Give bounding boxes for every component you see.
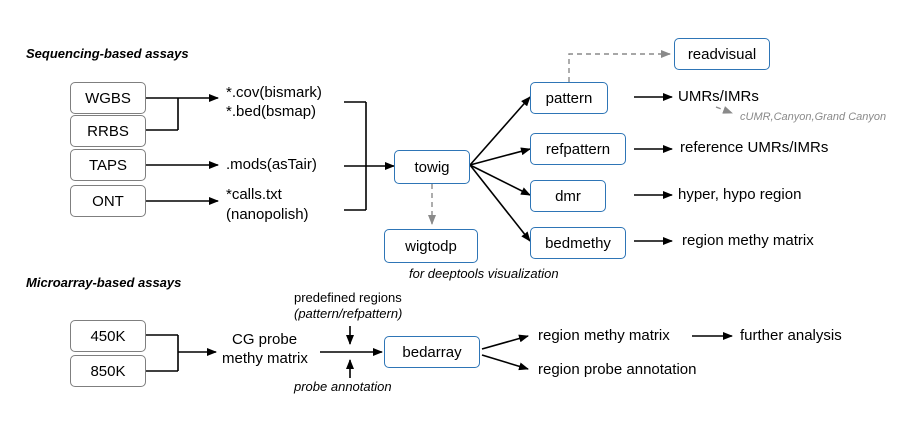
pattern-to-readvisual-dashed-arrow — [568, 50, 671, 82]
region-methy-matrix-output-label: region methy matrix — [682, 232, 814, 249]
cov-format-label: *.cov(bismark) — [226, 84, 322, 101]
towig-to-dmr-arrow — [469, 164, 531, 196]
nanopolish-label: (nanopolish) — [226, 206, 309, 223]
methy-matrix-label: methy matrix — [222, 350, 308, 367]
bed-format-label: *.bed(bsmap) — [226, 103, 317, 120]
sequencing-section-title: Sequencing-based assays — [26, 46, 189, 61]
umrs-to-types-dashed-arrow — [715, 106, 733, 114]
probe-annotation-note: probe annotation — [294, 379, 392, 394]
array-region-methy-matrix-label: region methy matrix — [538, 327, 670, 344]
k850-box: 850K — [70, 355, 146, 387]
dmr-tool-box: dmr — [530, 180, 606, 212]
umrs-output-label: UMRs/IMRs — [678, 88, 759, 105]
predefined-regions-note: predefined regions — [294, 290, 402, 305]
readvisual-tool-box: readvisual — [674, 38, 770, 70]
bedarray-tool-box: bedarray — [384, 336, 480, 368]
hyper-hypo-output-label: hyper, hypo region — [678, 186, 802, 203]
reference-umrs-output-label: reference UMRs/IMRs — [680, 139, 829, 156]
pattern-refpattern-note: (pattern/refpattern) — [294, 306, 403, 321]
refpattern-tool-box: refpattern — [530, 133, 626, 165]
cg-probe-label: CG probe — [232, 331, 298, 348]
towig-tool-box: towig — [394, 150, 470, 184]
bedarray-to-matrix-arrow — [481, 334, 529, 350]
rrbs-box: RRBS — [70, 115, 146, 147]
pattern-tool-box: pattern — [530, 82, 608, 114]
towig-to-bedmethy-arrow — [469, 164, 531, 242]
ont-box: ONT — [70, 185, 146, 217]
microarray-section-title: Microarray-based assays — [26, 275, 182, 290]
bedmethy-tool-box: bedmethy — [530, 227, 626, 259]
wigtodp-tool-box: wigtodp — [384, 229, 478, 263]
bedarray-to-annotation-arrow — [481, 354, 529, 371]
mods-format-label: .mods(asTair) — [226, 156, 317, 173]
towig-to-pattern-arrow — [469, 96, 531, 166]
wgbs-box: WGBS — [70, 82, 146, 114]
further-analysis-label: further analysis — [740, 327, 842, 344]
towig-to-refpattern-arrow — [469, 147, 531, 166]
deeptools-note: for deeptools visualization — [409, 266, 559, 281]
region-probe-annotation-label: region probe annotation — [538, 361, 697, 378]
taps-box: TAPS — [70, 149, 146, 181]
k450-box: 450K — [70, 320, 146, 352]
umr-types-label: cUMR,Canyon,Grand Canyon — [740, 111, 887, 123]
calls-format-label: *calls.txt — [226, 186, 282, 203]
